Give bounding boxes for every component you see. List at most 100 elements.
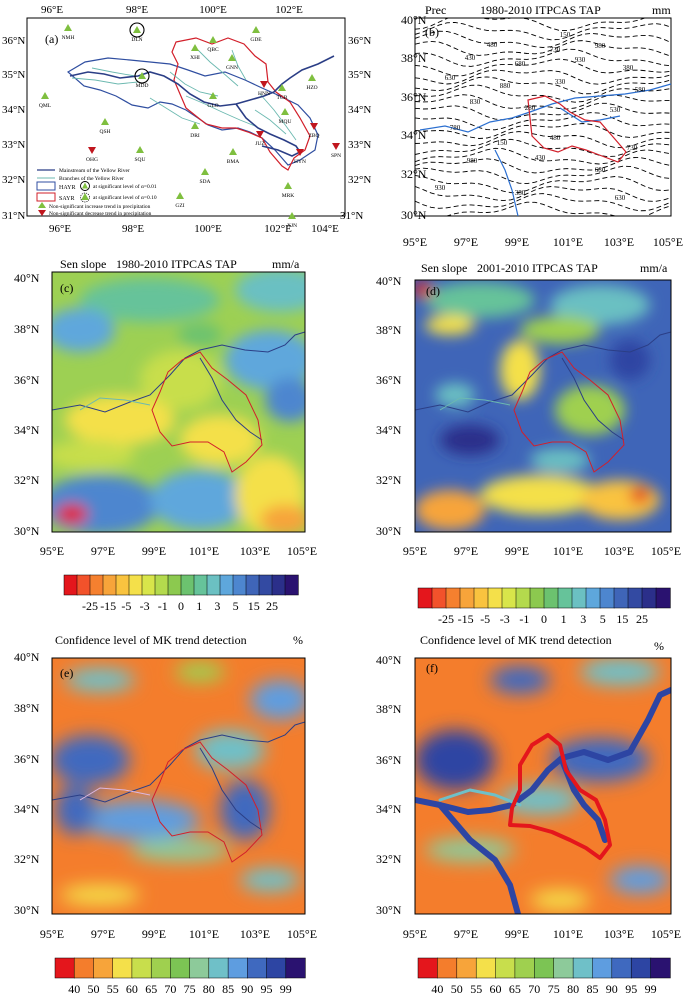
contour-label: 150 [560,31,571,39]
station-label: MDD [136,83,149,89]
colorbar-swatch [557,587,573,609]
contour-label: 430 [465,54,476,62]
d-lat-2: 36°N [376,373,402,387]
e-lat-1: 38°N [14,701,40,715]
legend-mainstream: Mainstream of the Yellow River [59,167,130,174]
b-rivers [419,83,672,217]
panel-c-label: (c) [60,281,73,295]
e-lat-0: 40°N [14,650,40,664]
c-lat-3: 34°N [14,423,40,437]
contour-label: 380 [515,189,526,197]
panel-b-frame [414,17,672,217]
panel-b-title: 1980-2010 ITPCAS TAP [480,3,601,17]
panel-f-title: Confidence level of MK trend detection [420,633,612,647]
colorbar-swatch [437,957,458,979]
colorbar-swatch [534,957,555,979]
sen-slope-colorbar-right: -25 -15 -5 -3 -1 0 1 3 5 15 25 [417,587,671,626]
legend-hayr: HAYR [59,185,75,191]
colorbar-label: -1 [519,612,529,626]
station-label: MQU [279,119,292,125]
colorbar-label: 1 [196,599,202,613]
panel-c-var: Sen slope [60,257,106,271]
station-label: ZBQ [309,133,320,139]
colorbar-label: -25 [438,612,454,626]
conf-colorbar-labels-right: 40 50 55 60 65 70 75 80 85 90 95 99 [431,982,656,996]
sen-colorbar-labels-right: -25 -15 -5 -3 -1 0 1 3 5 15 25 [438,612,648,626]
station-hzo: HZO [306,74,318,91]
colorbar-swatch [167,574,182,596]
colorbar-swatch [227,957,248,979]
colorbar-swatch [141,574,156,596]
a-top-lon-1: 98°E [126,4,148,16]
a-right-lat-1: 35°N [348,69,371,81]
e-lon-1: 97°E [91,927,115,941]
d-lon-2: 99°E [505,544,529,558]
colorbar-swatch [459,587,475,609]
c-lon-2: 99°E [142,544,166,558]
station-label: GDE [250,37,262,43]
a-left-lat-0: 36°N [2,35,25,47]
colorbar-swatch [487,587,503,609]
c-lat-0: 40°N [14,271,40,285]
station-dri: DRI [190,122,200,139]
contour-label: 280 [525,104,536,112]
colorbar-swatch [456,957,477,979]
panel-e-label: (e) [60,666,73,680]
colorbar-swatch [245,574,260,596]
colorbar-label: 99 [280,982,292,995]
panel-b-var: Prec [425,3,446,17]
station-hyn: HYN [294,149,306,165]
colorbar-swatch [76,574,91,596]
colorbar-swatch [170,957,191,979]
colorbar-label: 65 [145,982,157,995]
d-lat-3: 34°N [376,423,402,437]
station-sda: SDA [199,168,211,185]
conf-colorbar-swatches-right [417,957,671,979]
panel-b-unit: mm [652,3,671,17]
colorbar-label: 90 [606,982,618,995]
colorbar-label: 65 [509,982,521,995]
station-label: SQU [134,157,145,163]
conf-colorbar-swatches-left [54,957,306,979]
yellow-river-branches [71,49,297,141]
b-lon-4: 103°E [604,235,634,249]
station-xhi: XHI [190,44,200,61]
contour-label: 780 [450,124,461,132]
b-lon-5: 105°E [653,235,683,249]
c-lat-5: 30°N [14,524,40,538]
panel-a-label: (a) [45,32,58,46]
contour-label: 480 [487,41,498,49]
contour-label: 430 [535,154,546,162]
legend-sig-001: at significant level of α=0.01 [93,183,157,190]
station-qbc: QBC [207,36,219,53]
colorbar-label: 75 [184,982,196,995]
contour-value-labels: 150 480 730 980 430 680 930 380 630 880 330 580 830 2… [435,31,646,202]
colorbar-label: 3 [580,612,586,626]
colorbar-label: 3 [214,599,220,613]
colorbar-label: -3 [140,599,150,613]
station-mqu: MQU [279,108,292,125]
colorbar-label: 80 [203,982,215,995]
station-label: JUZ [255,141,265,147]
colorbar-swatch [193,574,208,596]
c-lon-5: 105°E [287,544,317,558]
f-lon-0: 95°E [403,927,427,941]
contour-label: 930 [575,56,586,64]
panel-b-precip-contours: Prec 1980-2010 ITPCAS TAP mm (b) 150 480 7… [401,3,683,249]
contour-label: 980 [467,157,478,165]
colorbar-swatch [543,587,559,609]
colorbar-swatch [150,957,172,979]
colorbar-swatch [154,574,169,596]
contour-label: 630 [615,194,626,202]
b-lat-0: 40°N [401,13,427,27]
f-lat-4: 32°N [376,852,402,866]
contour-label: 150 [497,139,508,147]
contour-label: 730 [550,46,561,54]
colorbar-label: -15 [458,612,474,626]
colorbar-label: -3 [500,612,510,626]
colorbar-swatch [247,957,268,979]
sayr-boundary [171,37,311,171]
station-label: SPN [331,153,341,159]
colorbar-label: 95 [625,982,637,995]
